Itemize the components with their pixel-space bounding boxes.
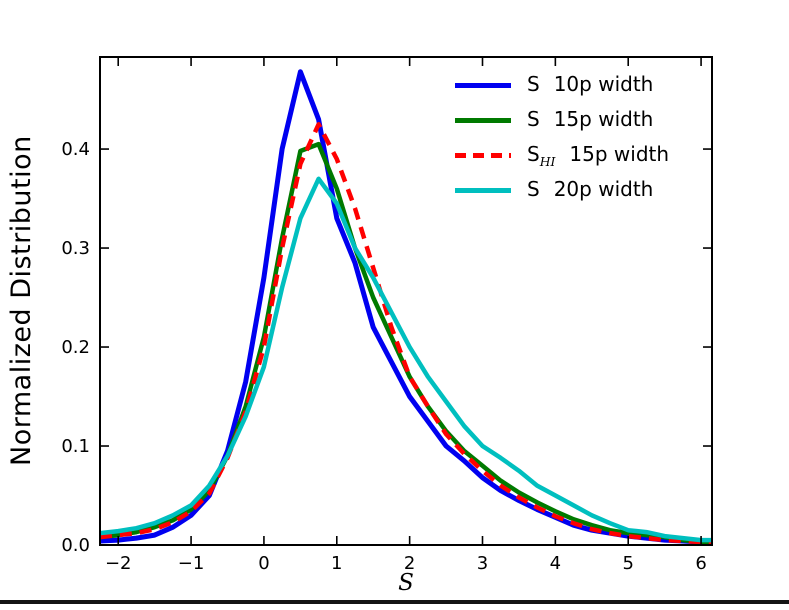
- legend-label: S 15p width: [527, 106, 654, 131]
- x-tick-label: −2: [105, 553, 132, 574]
- legend-line-sample: [455, 117, 511, 123]
- legend-item-s-15p-width: S 15p width: [455, 107, 669, 133]
- x-axis-label: S: [398, 570, 414, 596]
- x-tick-label: 4: [550, 553, 561, 574]
- series-s-20p-width: [100, 176, 712, 543]
- y-tick-label: 0.4: [61, 139, 90, 160]
- x-tick-label: 1: [331, 553, 342, 574]
- legend-label: S 20p width: [527, 176, 654, 201]
- y-tick-label: 0.0: [61, 535, 90, 556]
- legend-label: S 10p width: [527, 71, 654, 96]
- series-s-15p-width: [100, 141, 712, 545]
- legend-line-sample: [455, 187, 511, 193]
- legend: S 10p width S 15p width SHI 15p width S 20p …: [455, 72, 669, 203]
- x-tick-label: −1: [178, 553, 205, 574]
- x-tick-label: 5: [622, 553, 633, 574]
- x-tick-label: 3: [477, 553, 488, 574]
- x-tick-label: 0: [258, 553, 269, 574]
- y-tick-label: 0.2: [61, 337, 90, 358]
- bottom-divider: [0, 600, 789, 604]
- legend-line-sample: [455, 152, 511, 158]
- y-tick-label: 0.3: [61, 238, 90, 259]
- y-tick-label: 0.1: [61, 436, 90, 457]
- legend-item-s-10p-width: S 10p width: [455, 72, 669, 98]
- legend-label: SHI 15p width: [527, 141, 670, 169]
- x-tick-label: 6: [695, 553, 706, 574]
- legend-item-shi-15p-width: SHI 15p width: [455, 141, 670, 169]
- legend-line-sample: [455, 82, 511, 88]
- legend-item-s-20p-width: S 20p width: [455, 177, 669, 203]
- series-shi-15p-width: [100, 122, 712, 545]
- axes-frame: [99, 56, 713, 546]
- y-axis-label: Normalized Distribution: [6, 135, 37, 467]
- x-tick-label: 2: [404, 553, 415, 574]
